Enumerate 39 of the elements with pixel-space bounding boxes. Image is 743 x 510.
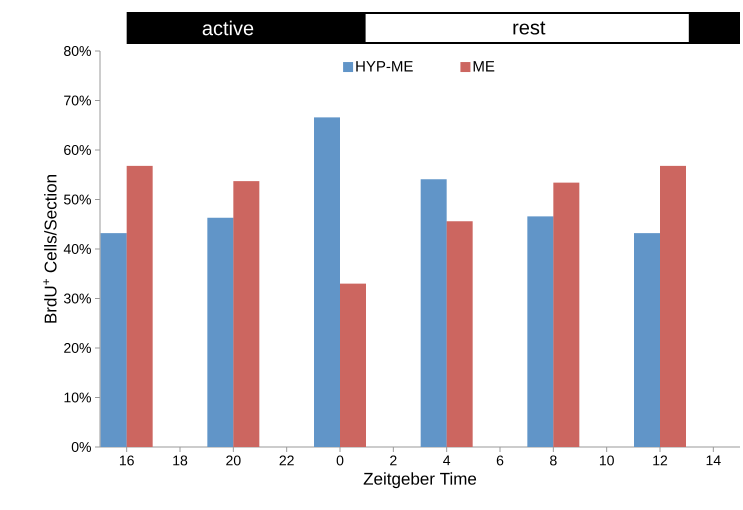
bar xyxy=(446,221,473,447)
x-tick-label: 20 xyxy=(226,456,241,466)
x-tick-label: 2 xyxy=(390,456,397,466)
x-axis-title: Zeitgeber Time xyxy=(364,472,476,488)
y-axis-title: BrdU$^{+}$ Cells/Section xyxy=(43,175,57,323)
y-tick-label: 30% xyxy=(64,294,91,304)
y-tick-label: 60% xyxy=(64,145,91,155)
bar xyxy=(527,216,554,447)
bar xyxy=(553,182,580,447)
y-tick-label: 20% xyxy=(64,343,91,353)
x-tick-label: 0 xyxy=(336,456,344,466)
x-tick-label: 10 xyxy=(600,456,614,466)
y-tick-label: 80% xyxy=(64,46,91,56)
y-tick-label: 70% xyxy=(64,96,91,106)
y-tick-label: 0% xyxy=(72,442,91,452)
x-tick-label: 18 xyxy=(173,456,188,466)
text: rest xyxy=(513,21,546,35)
x-tick-label: 6 xyxy=(496,456,504,466)
x-tick-label: 4 xyxy=(443,456,450,466)
x-tick-label: 14 xyxy=(706,456,721,466)
bar xyxy=(660,166,686,447)
x-tick-label: 16 xyxy=(120,456,134,466)
bar xyxy=(420,179,447,447)
bar xyxy=(100,233,127,447)
bar xyxy=(634,233,660,447)
legend-label: HYP-ME xyxy=(356,61,413,72)
bar xyxy=(126,166,153,447)
legend-label: ME xyxy=(474,61,494,72)
bar xyxy=(207,218,234,447)
x-tick-label: 22 xyxy=(280,456,294,466)
text: active xyxy=(202,20,254,36)
x-tick-label: 8 xyxy=(550,456,557,466)
x-tick-label: 12 xyxy=(653,456,668,466)
y-tick-label: 50% xyxy=(64,194,91,204)
y-tick-label: 10% xyxy=(64,392,91,402)
bar xyxy=(340,284,366,447)
y-tick-label: 40% xyxy=(64,244,91,254)
bar xyxy=(314,117,340,447)
bar xyxy=(233,181,260,447)
